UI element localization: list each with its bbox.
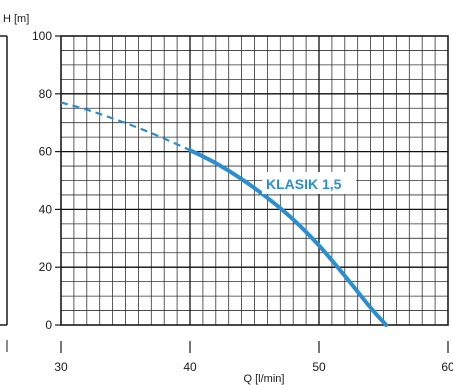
y-axis-label: H [m] xyxy=(3,13,29,25)
y-tick-label: 40 xyxy=(39,202,53,216)
x-tick-label: 30 xyxy=(54,360,68,374)
y-tick-label: 100 xyxy=(32,29,52,43)
x-tick-label: 50 xyxy=(312,360,326,374)
x-axis-label: Q [l/min] xyxy=(244,373,285,385)
y-axis: 0 20 40 60 80 100 xyxy=(32,29,61,332)
curve-dashed-segment xyxy=(60,101,191,152)
series-label: KLASIK 1,5 xyxy=(266,176,342,192)
series-label-background xyxy=(262,172,356,194)
x-tick-label: 60 xyxy=(441,360,453,374)
y-tick-label: 0 xyxy=(45,318,52,332)
y-tick-label: 80 xyxy=(39,87,53,101)
grid-lines xyxy=(61,36,448,325)
adjacent-chart-fragment xyxy=(0,35,8,352)
plot-frame xyxy=(60,35,449,326)
x-tick-label: 40 xyxy=(183,360,197,374)
y-tick-label: 20 xyxy=(39,260,53,274)
y-tick-label: 60 xyxy=(39,145,53,159)
curve-solid-segment xyxy=(188,148,389,327)
x-axis: 30 40 50 60 xyxy=(54,341,453,374)
